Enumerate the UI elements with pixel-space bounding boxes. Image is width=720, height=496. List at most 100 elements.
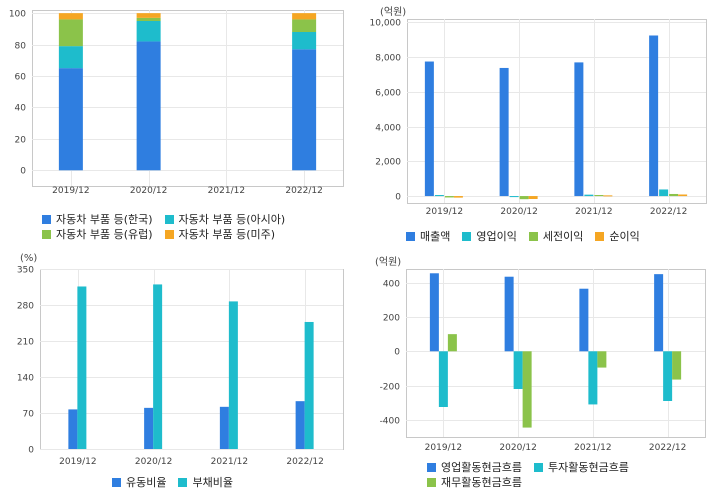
bar — [429, 273, 439, 352]
legend-item[interactable]: 세전이익 — [528, 229, 584, 243]
y-tick-label: 140 — [17, 374, 34, 384]
bar — [58, 19, 83, 47]
legend-item[interactable]: 자동차 부품 등(아시아) — [164, 212, 286, 226]
bar — [424, 61, 434, 197]
bar — [654, 274, 664, 352]
legend-label: 재무활동현금흐름 — [441, 476, 522, 489]
legend-label: 투자활동현금흐름 — [547, 461, 629, 474]
x-tick-label: 2020/12 — [135, 457, 172, 467]
legend-item[interactable]: 부채비율 — [178, 475, 233, 489]
legend-swatch — [164, 214, 174, 224]
legend-item[interactable]: 영업활동현금흐름 — [427, 460, 522, 474]
segment-share-legend: 자동차 부품 등(한국) 자동차 부품 등(아시아) 자동차 부품 등(유럽) 자동차… — [42, 212, 285, 241]
legend-label: 자동차 부품 등(한국) — [56, 213, 153, 226]
legend-item[interactable]: 영업이익 — [462, 229, 517, 243]
y-tick-label: 10,000 — [370, 19, 402, 29]
bar — [499, 67, 509, 197]
bar — [136, 41, 161, 171]
bar — [669, 193, 679, 197]
legend-swatch — [427, 462, 436, 472]
y-tick-label: 2,000 — [375, 158, 401, 168]
legend-swatch — [42, 214, 51, 224]
y-tick-label: 8,000 — [375, 54, 401, 64]
legend-label: 자동차 부품 등(아시아) — [178, 213, 286, 226]
x-tick-label: 2019/12 — [425, 443, 462, 453]
x-tick-label: 2020/12 — [500, 207, 537, 217]
bar — [678, 194, 688, 197]
x-tick-label: 2021/12 — [208, 186, 245, 196]
legend-label: 부채비율 — [192, 476, 233, 489]
y-tick-label: 0 — [28, 446, 34, 456]
ratio-unit-label: (%) — [20, 253, 38, 264]
bar — [584, 194, 594, 197]
legend-swatch — [528, 231, 538, 241]
bar — [144, 407, 154, 449]
y-tick-label: -400 — [380, 417, 401, 427]
bar — [504, 276, 514, 352]
x-tick-label: 2021/12 — [574, 443, 611, 453]
legend-swatch — [462, 231, 472, 241]
y-tick-label: 40 — [15, 104, 27, 114]
legend-item[interactable]: 재무활동현금흐름 — [427, 475, 522, 489]
x-tick-label: 2021/12 — [211, 457, 248, 467]
y-tick-label: 280 — [17, 302, 34, 312]
bar — [447, 334, 457, 352]
y-tick-label: 0 — [395, 193, 401, 203]
legend-swatch — [112, 477, 121, 487]
legend-swatch — [178, 477, 188, 487]
legend-swatch — [595, 231, 605, 241]
legend-label: 영업활동현금흐름 — [441, 461, 522, 474]
x-tick-label: 2020/12 — [130, 186, 167, 196]
cashflow-unit-label: (억원) — [375, 257, 402, 268]
bar — [522, 351, 532, 428]
bar — [292, 32, 317, 50]
segment-share-plot: 0 20 40 60 80 100 2019/12 2020/12 2021/12 2022/12 — [9, 10, 344, 196]
y-tick-label: 200 — [383, 314, 400, 324]
legend-label: 자동차 부품 등(미주) — [178, 228, 276, 241]
bar — [77, 286, 87, 449]
y-tick-label: 0 — [20, 167, 26, 177]
y-tick-label: 20 — [15, 136, 27, 146]
bar — [588, 351, 598, 405]
y-tick-label: 6,000 — [375, 89, 401, 99]
legend-item[interactable]: 유동비율 — [112, 475, 166, 489]
plot-frame — [40, 269, 344, 450]
plot-frame — [32, 10, 344, 187]
legend-swatch — [406, 231, 415, 241]
y-tick-label: 100 — [9, 10, 26, 20]
legend-item[interactable]: 자동차 부품 등(한국) — [42, 212, 153, 226]
y-tick-label: 60 — [15, 73, 27, 83]
y-tick-label: 0 — [394, 348, 400, 358]
bar — [58, 46, 83, 69]
x-tick-label: 2022/12 — [650, 207, 687, 217]
bar — [292, 19, 317, 32]
legend-item[interactable]: 매출액 — [406, 229, 450, 243]
y-tick-label: 70 — [23, 410, 35, 420]
bar — [509, 196, 519, 198]
income-unit-label: (억원) — [380, 7, 407, 18]
y-tick-label: -200 — [380, 383, 401, 393]
bar — [594, 195, 604, 197]
bar — [579, 288, 589, 352]
legend-label: 매출액 — [420, 230, 451, 243]
bar — [58, 13, 83, 20]
legend-label: 순이익 — [609, 230, 640, 243]
legend-item[interactable]: 순이익 — [595, 229, 640, 243]
bar — [597, 351, 607, 368]
x-tick-label: 2022/12 — [285, 186, 322, 196]
y-tick-label: 350 — [17, 266, 34, 276]
legend-label: 세전이익 — [542, 230, 584, 243]
x-tick-label: 2021/12 — [575, 207, 612, 217]
bar — [453, 196, 463, 198]
income-plot: 0 2,000 4,000 6,000 8,000 10,000 2019/12 2020/1… — [370, 19, 707, 217]
bar — [528, 196, 538, 200]
bar — [519, 196, 529, 200]
legend-item[interactable]: 자동차 부품 등(미주) — [164, 227, 286, 241]
legend-item[interactable]: 자동차 부품 등(유럽) — [42, 227, 153, 241]
bar — [438, 351, 448, 407]
plot-frame — [407, 19, 707, 204]
legend-swatch — [427, 477, 436, 487]
x-tick-label: 2022/12 — [286, 457, 323, 467]
legend-item[interactable]: 투자활동현금흐름 — [533, 460, 629, 474]
